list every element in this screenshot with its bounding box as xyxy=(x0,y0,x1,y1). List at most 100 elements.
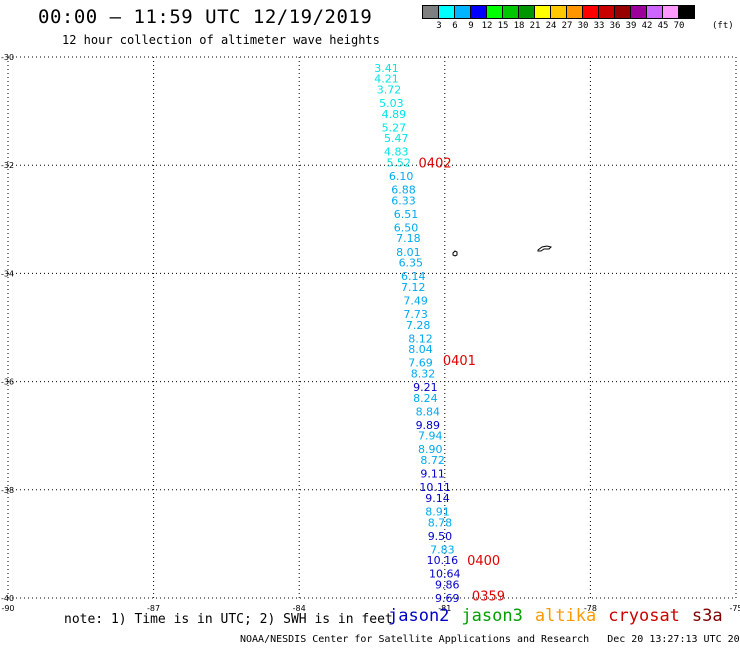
credit-text: NOAA/NESDIS Center for Satellite Applica… xyxy=(240,634,590,645)
wave-height-value: 8.90 xyxy=(418,443,443,456)
wave-height-value: 5.03 xyxy=(379,97,404,110)
wave-height-value: 8.12 xyxy=(408,332,433,345)
color-scale-labels: 3 6 9 12 15 18 21 24 27 30 33 36 39 42 45 70 xyxy=(423,21,740,33)
units-note: note: 1) Time is in UTC; 2) SWH is in fe… xyxy=(64,612,393,627)
color-swatch xyxy=(518,5,535,19)
island-outline xyxy=(452,250,458,257)
color-scale-label: 18 xyxy=(513,21,525,31)
satellite-legend-item: jason2 xyxy=(388,606,450,626)
wave-height-value: 6.33 xyxy=(391,194,416,207)
y-tick-label: -34 xyxy=(1,269,14,278)
wave-height-value: 10.11 xyxy=(419,481,451,494)
color-scale-label: 24 xyxy=(545,21,557,31)
wave-height-value: 9.86 xyxy=(435,578,460,591)
color-swatch xyxy=(582,5,599,19)
chart-title: 00:00 – 11:59 UTC 12/19/2019 xyxy=(38,6,373,28)
wave-height-value: 8.91 xyxy=(425,505,450,518)
wave-height-value: 8.32 xyxy=(411,367,436,380)
x-tick-label: -78 xyxy=(584,604,597,613)
wave-height-points: 3.414.213.725.034.895.275.474.835.526.10… xyxy=(374,62,460,605)
gridlines xyxy=(7,56,737,599)
wave-height-value: 6.35 xyxy=(399,257,424,270)
wave-height-value: 7.49 xyxy=(403,294,428,307)
color-swatch xyxy=(678,5,695,19)
satellite-legend-item: altika xyxy=(534,606,597,626)
wave-height-value: 6.50 xyxy=(394,221,419,234)
color-scale-label: 30 xyxy=(577,21,589,31)
wave-height-value: 6.88 xyxy=(391,184,416,197)
color-swatch xyxy=(534,5,551,19)
wave-height-value: 7.69 xyxy=(408,357,433,370)
wave-height-value: 7.83 xyxy=(430,543,455,556)
wave-height-value: 9.50 xyxy=(428,530,453,543)
wave-height-value: 7.94 xyxy=(418,430,443,443)
wave-height-value: 6.14 xyxy=(401,270,426,283)
color-scale-label: 42 xyxy=(641,21,653,31)
color-swatch xyxy=(646,5,663,19)
satellite-legend-item: jason3 xyxy=(461,606,523,626)
color-swatch xyxy=(630,5,647,19)
x-tick-label: -90 xyxy=(1,604,14,613)
color-scale-label: 9 xyxy=(468,21,474,31)
color-swatch xyxy=(550,5,567,19)
color-swatch xyxy=(614,5,631,19)
color-scale-label: 70 xyxy=(673,21,685,31)
wave-height-value: 3.41 xyxy=(374,62,399,75)
axis-tick-labels: -90 -87 -84 -81 -78 -75 -30 -32 -34 -36 -38 -40 xyxy=(1,53,740,613)
wave-height-value: 6.10 xyxy=(389,170,414,183)
color-scale-label: 27 xyxy=(561,21,573,31)
wave-height-value: 8.04 xyxy=(408,343,433,356)
wave-height-value: 5.47 xyxy=(384,132,409,145)
color-swatch xyxy=(486,5,503,19)
wave-height-value: 8.01 xyxy=(396,246,421,259)
wave-height-value: 7.28 xyxy=(406,319,431,332)
color-swatch xyxy=(502,5,519,19)
color-scale-bar xyxy=(422,5,695,19)
color-swatch xyxy=(470,5,487,19)
wave-height-value: 9.69 xyxy=(435,592,460,605)
color-swatch xyxy=(454,5,471,19)
time-marker-label: 0401 xyxy=(443,354,476,369)
wave-height-value: 7.18 xyxy=(396,232,421,245)
wave-height-value: 3.72 xyxy=(377,83,402,96)
wave-height-value: 10.64 xyxy=(429,568,461,581)
color-swatch xyxy=(422,5,439,19)
wave-height-value: 5.52 xyxy=(386,156,411,169)
wave-height-value: 4.83 xyxy=(384,146,409,159)
chart-subtitle: 12 hour collection of altimeter wave hei… xyxy=(62,33,380,47)
color-scale-label: 39 xyxy=(625,21,637,31)
wave-height-value: 7.73 xyxy=(403,308,428,321)
wave-height-value: 4.89 xyxy=(382,108,407,121)
footer-credit: NOAA/NESDIS Center for Satellite Applica… xyxy=(240,634,740,645)
color-swatch xyxy=(598,5,615,19)
color-scale-label: 15 xyxy=(497,21,509,31)
color-scale-label: 3 xyxy=(436,21,442,31)
y-tick-label: -40 xyxy=(1,594,14,603)
color-swatch xyxy=(438,5,455,19)
wave-height-value: 9.89 xyxy=(416,419,441,432)
island-outlines xyxy=(452,245,552,257)
wave-height-value: 7.12 xyxy=(401,281,426,294)
satellite-legend: jason2 jason3 altika cryosat s3a xyxy=(388,606,735,626)
color-scale-label: 36 xyxy=(609,21,621,31)
wave-height-value: 9.14 xyxy=(425,492,450,505)
color-scale-label: 33 xyxy=(593,21,605,31)
wave-height-value: 8.72 xyxy=(420,454,445,467)
wave-height-value: 4.21 xyxy=(374,73,399,86)
x-tick-label: -81 xyxy=(438,604,451,613)
color-scale-label: 12 xyxy=(481,21,493,31)
color-scale-label: 6 xyxy=(452,21,458,31)
wave-height-value: 8.24 xyxy=(413,392,438,405)
x-tick-label: -75 xyxy=(729,604,740,613)
x-tick-label: -84 xyxy=(293,604,306,613)
color-swatch xyxy=(662,5,679,19)
time-marker-label: 0400 xyxy=(467,554,500,569)
x-tick-label: -87 xyxy=(147,604,160,613)
wave-height-value: 10.16 xyxy=(427,554,459,567)
wave-height-value: 9.11 xyxy=(420,468,445,481)
wave-height-value: 8.78 xyxy=(428,516,453,529)
color-scale-label: 21 xyxy=(529,21,541,31)
wave-height-value: 6.51 xyxy=(394,208,419,221)
island-outline xyxy=(537,245,552,252)
